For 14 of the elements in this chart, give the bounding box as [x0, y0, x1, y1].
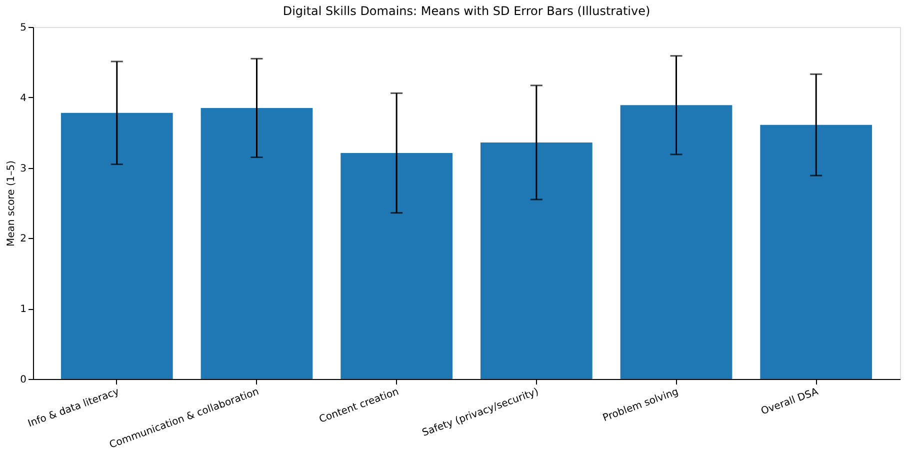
- y-tick-label: 5: [20, 22, 26, 34]
- y-tick-label: 1: [20, 304, 26, 316]
- y-tick-label: 2: [20, 234, 26, 245]
- y-tick-label: 4: [20, 92, 26, 104]
- bar: [760, 124, 872, 379]
- bar: [340, 153, 453, 379]
- bar: [480, 142, 592, 379]
- y-tick-label: 3: [20, 163, 26, 174]
- y-axis-title: Mean score (1–5): [6, 160, 18, 247]
- chart-title: Digital Skills Domains: Means with SD Error Bars (Illustrative): [282, 4, 650, 18]
- bar: [620, 105, 732, 379]
- bar: [60, 112, 173, 379]
- y-tick-label: 0: [20, 374, 26, 386]
- bar: [200, 108, 313, 379]
